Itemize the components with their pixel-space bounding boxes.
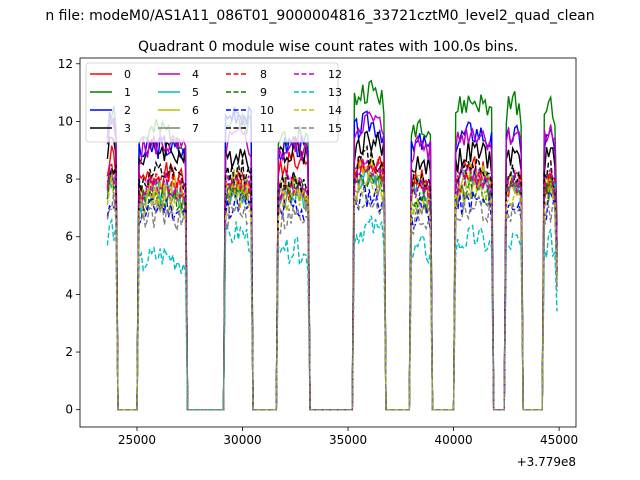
legend-label: 10 (260, 104, 274, 117)
y-tick-label: 8 (65, 172, 73, 186)
legend-label: 13 (328, 86, 342, 99)
series-line-7 (106, 172, 558, 411)
x-tick-label: 25000 (118, 433, 156, 447)
x-offset-text: +3.779e8 (517, 455, 576, 469)
legend-label: 2 (124, 104, 131, 117)
series-line-12 (106, 157, 558, 411)
y-tick-label: 0 (65, 403, 73, 417)
y-axis: 0 2 4 6 8 10 12 (58, 57, 80, 417)
series-line-14 (106, 170, 558, 411)
legend-label: 9 (260, 86, 267, 99)
series-line-15 (106, 191, 558, 411)
legend-label: 0 (124, 68, 131, 81)
x-axis: 25000 30000 35000 40000 45000 (118, 427, 578, 447)
legend-box (85, 62, 339, 143)
legend-label: 5 (192, 86, 199, 99)
legend-label: 11 (260, 122, 274, 135)
y-tick-label: 2 (65, 345, 73, 359)
legend-label: 6 (192, 104, 199, 117)
series-line-11 (106, 144, 558, 411)
x-tick-label: 40000 (434, 433, 472, 447)
legend-label: 3 (124, 122, 131, 135)
series-layer (106, 79, 558, 411)
series-line-4 (106, 111, 558, 411)
x-tick-label: 35000 (329, 433, 367, 447)
legend-label: 1 (124, 86, 131, 99)
legend-label: 12 (328, 68, 342, 81)
legend-label: 8 (260, 68, 267, 81)
legend-label: 7 (192, 122, 199, 135)
axes-frame (79, 57, 577, 428)
x-tick-label: 45000 (540, 433, 578, 447)
legend-label: 15 (328, 122, 342, 135)
legend-label: 4 (192, 68, 199, 81)
y-tick-label: 12 (58, 57, 73, 71)
legend-label: 14 (328, 104, 342, 117)
y-tick-label: 4 (65, 287, 73, 301)
figure-suptitle: n file: modeM0/AS1A11_086T01_9000004816_… (45, 8, 594, 24)
chart-title: Quadrant 0 module wise count rates with … (138, 39, 518, 55)
x-tick-label: 30000 (223, 433, 261, 447)
y-tick-label: 10 (58, 114, 73, 128)
series-line-13 (106, 215, 558, 411)
y-tick-label: 6 (65, 230, 73, 244)
